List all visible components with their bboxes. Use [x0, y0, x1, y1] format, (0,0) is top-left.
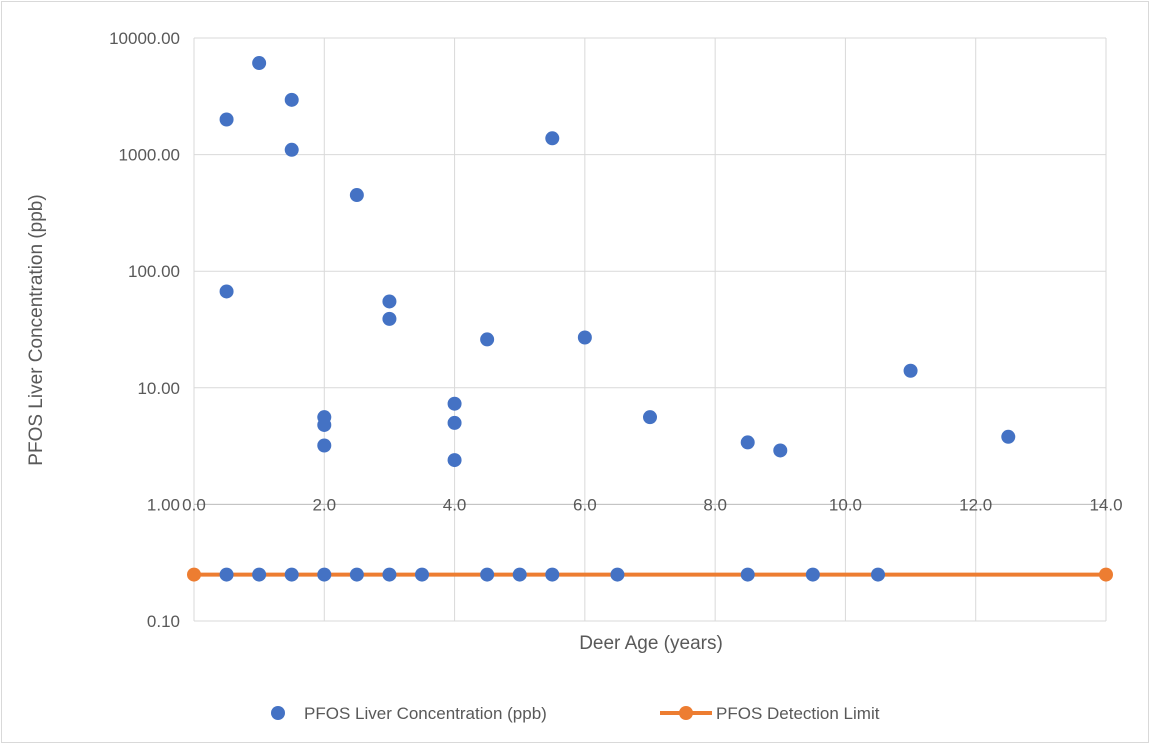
x-tick-label: 10.0 — [829, 495, 862, 514]
data-point — [871, 567, 885, 582]
data-point — [284, 567, 299, 582]
legend: PFOS Liver Concentration (ppb) PFOS Dete… — [271, 704, 880, 723]
plot-series — [187, 56, 1113, 582]
data-point — [903, 363, 918, 378]
data-point — [349, 567, 364, 582]
data-point — [219, 284, 234, 299]
y-tick-label: 100.00 — [128, 262, 180, 281]
data-point — [317, 417, 332, 432]
y-tick-label: 0.10 — [147, 612, 180, 631]
y-tick-label: 10000.00 — [109, 29, 180, 48]
data-point — [740, 567, 755, 582]
data-point — [252, 567, 267, 582]
legend-marker-detection-limit — [679, 706, 693, 720]
data-point — [349, 188, 364, 203]
y-axis-title: PFOS Liver Concentration (ppb) — [26, 194, 47, 465]
x-tick-label: 14.0 — [1089, 495, 1122, 514]
data-point — [610, 567, 625, 582]
data-point — [415, 567, 429, 582]
data-point — [447, 396, 462, 411]
data-point — [773, 443, 788, 458]
data-point — [382, 311, 397, 326]
data-point — [447, 453, 462, 468]
data-point — [317, 567, 332, 582]
data-point — [480, 567, 495, 582]
detection-limit-marker — [187, 567, 201, 582]
legend-marker-concentration — [271, 706, 285, 720]
x-tick-label: 2.0 — [312, 495, 336, 514]
x-tick-label: 6.0 — [573, 495, 597, 514]
data-point — [512, 567, 527, 582]
x-tick-label: 4.0 — [443, 495, 467, 514]
gridlines — [193, 37, 1107, 622]
legend-label-concentration: PFOS Liver Concentration (ppb) — [304, 704, 547, 723]
x-axis-title: Deer Age (years) — [579, 633, 723, 654]
y-tick-label: 10.00 — [137, 379, 180, 398]
data-point — [382, 294, 397, 309]
data-point — [219, 567, 234, 582]
y-tick-label: 1000.00 — [119, 146, 180, 165]
x-tick-label: 12.0 — [959, 495, 992, 514]
x-tick-label: 8.0 — [703, 495, 727, 514]
data-point — [740, 435, 755, 450]
data-point — [284, 92, 299, 107]
data-point — [284, 142, 299, 157]
y-tick-label: 1.00 — [147, 495, 180, 514]
data-point — [577, 330, 592, 345]
legend-label-detection-limit: PFOS Detection Limit — [716, 704, 880, 723]
data-point — [480, 332, 495, 347]
data-point — [643, 410, 657, 425]
detection-limit-marker — [1099, 567, 1113, 582]
data-point — [447, 415, 462, 430]
data-point — [219, 112, 234, 127]
data-point — [382, 567, 397, 582]
data-point — [317, 438, 332, 453]
data-point — [1001, 429, 1016, 444]
data-point — [545, 131, 560, 146]
tick-labels: 0.10 1.00 10.00 100.00 1000.00 10000.00 0.0 2.0… — [109, 29, 1122, 631]
data-point — [252, 56, 267, 71]
data-point — [545, 567, 560, 582]
data-point — [805, 567, 820, 582]
x-tick-label: 0.0 — [182, 495, 206, 514]
